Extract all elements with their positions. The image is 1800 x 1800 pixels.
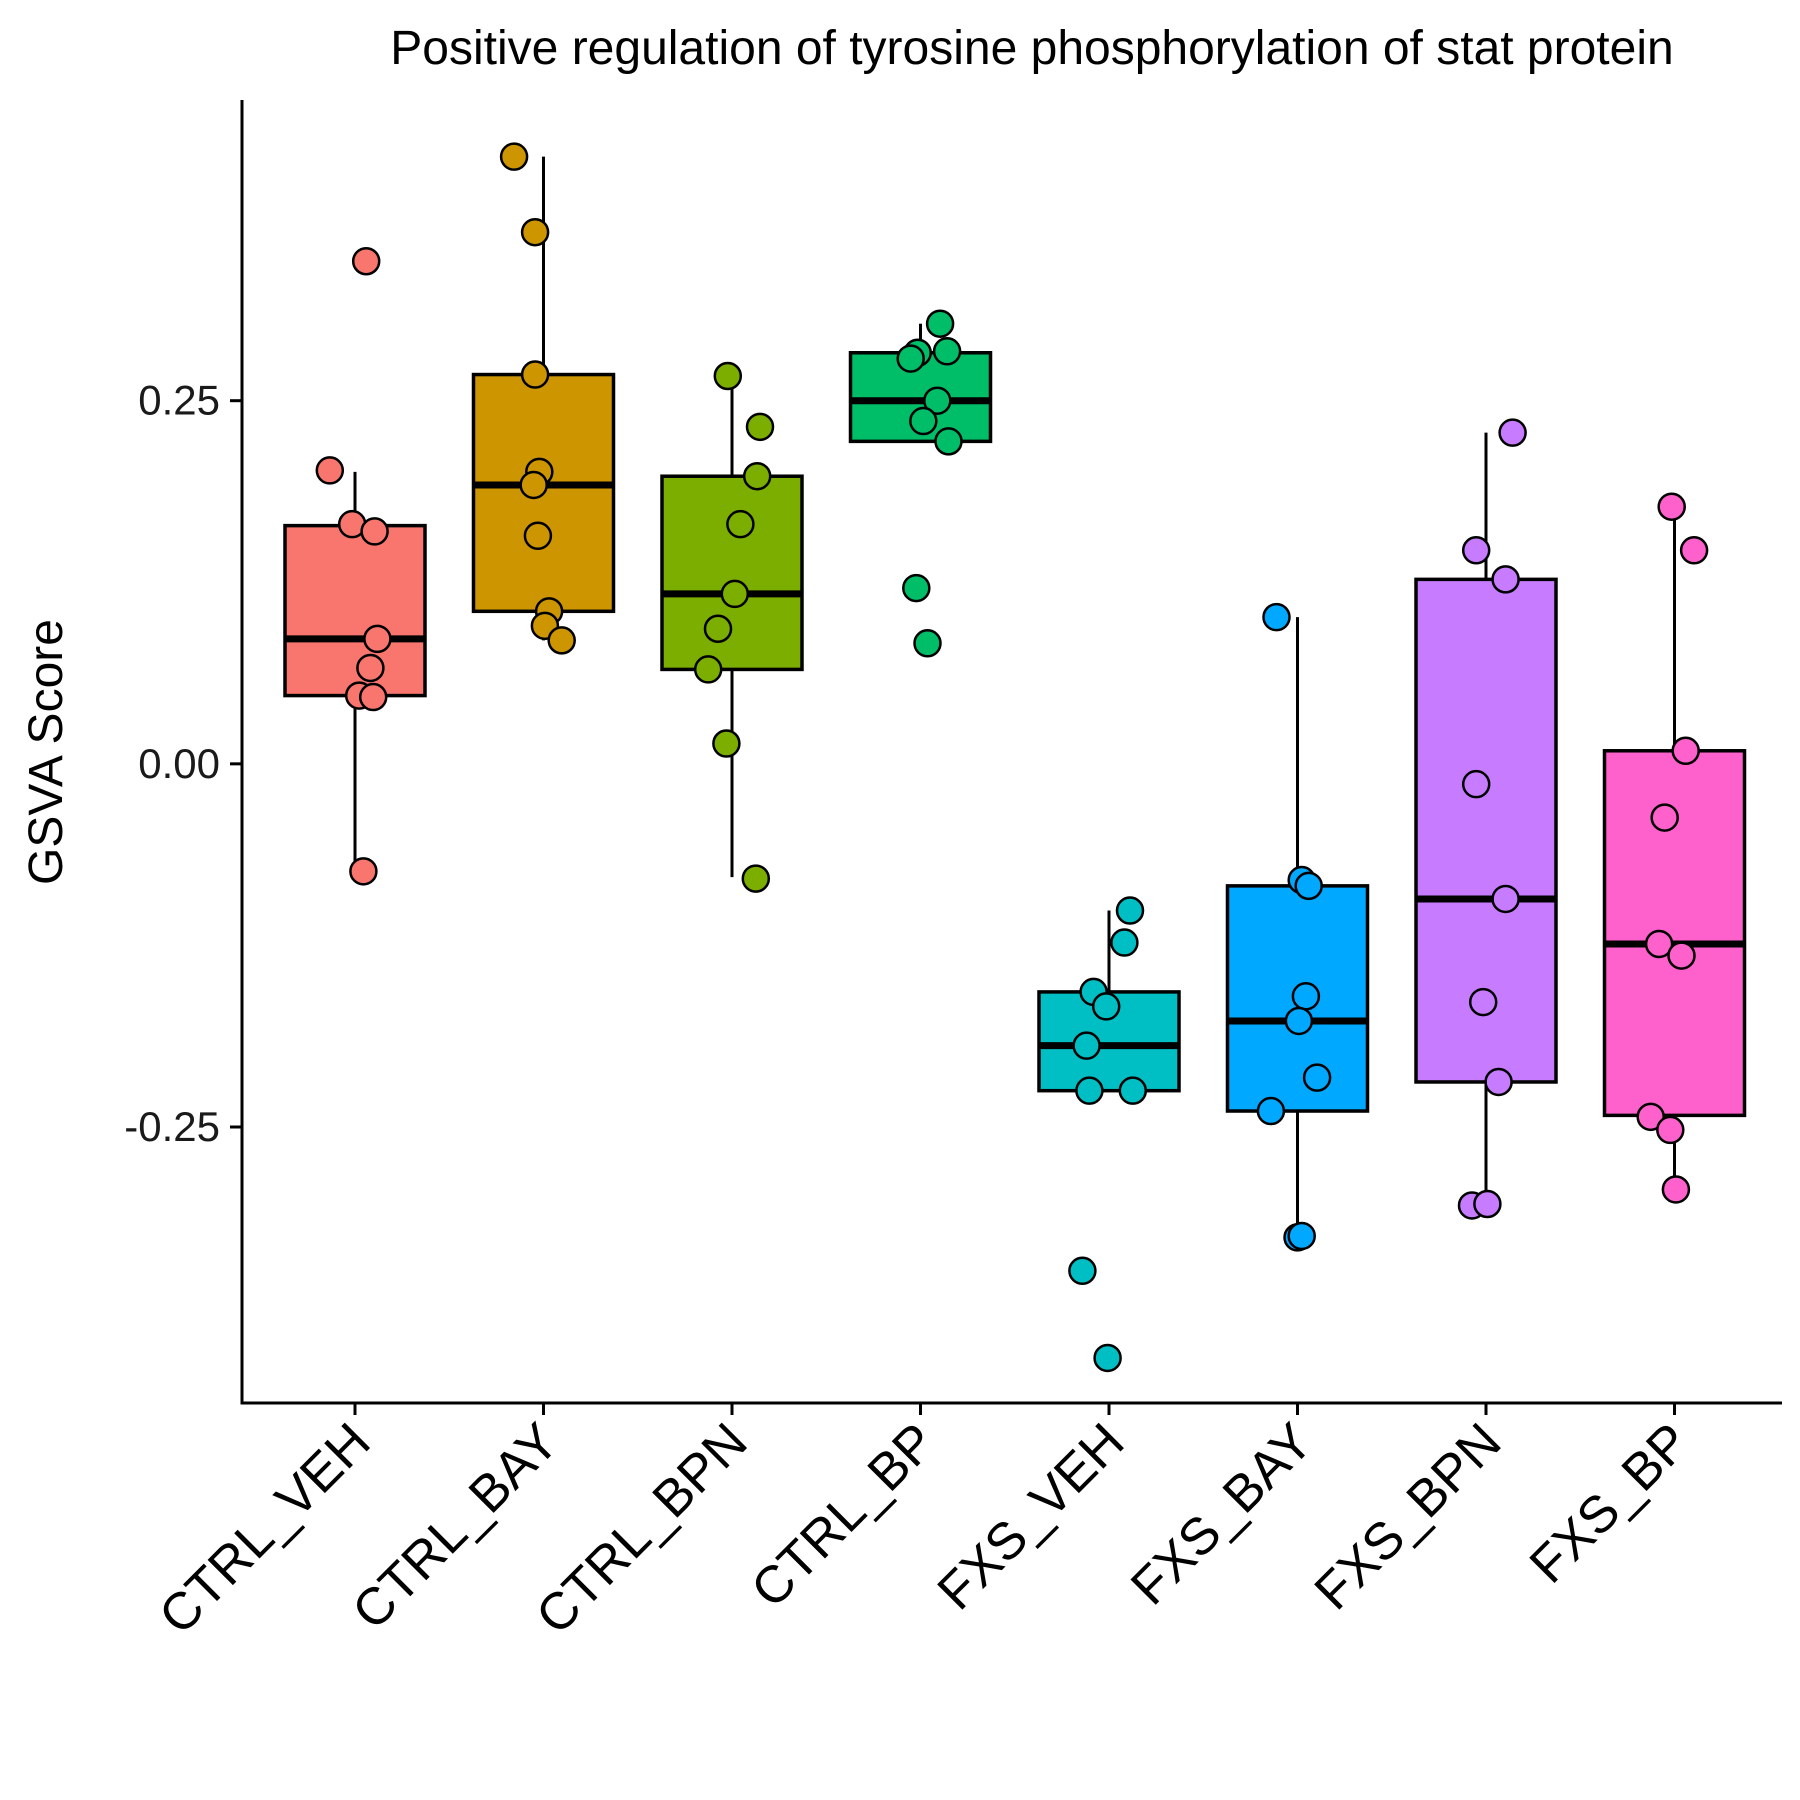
data-point xyxy=(720,579,750,609)
data-point xyxy=(1287,1221,1316,1251)
data-point xyxy=(523,521,553,551)
group-fxs-bp xyxy=(1602,492,1747,1204)
data-point xyxy=(520,217,550,247)
y-tick-label: -0.25 xyxy=(124,1103,220,1150)
data-point xyxy=(745,412,775,442)
data-point xyxy=(1302,1063,1332,1092)
data-point xyxy=(519,470,548,500)
data-point xyxy=(913,629,942,658)
group-ctrl-bay xyxy=(471,142,616,655)
data-point xyxy=(1679,536,1709,565)
data-point xyxy=(1650,803,1679,832)
data-point xyxy=(1671,736,1700,766)
data-point xyxy=(909,406,938,436)
data-point xyxy=(712,729,741,758)
data-point xyxy=(349,857,378,886)
data-point xyxy=(1256,1096,1286,1126)
data-point xyxy=(1667,941,1696,970)
data-point xyxy=(1118,1076,1148,1105)
data-point xyxy=(1072,1031,1101,1060)
chart-title: Positive regulation of tyrosine phosphor… xyxy=(390,22,1673,75)
y-tick-label: 0.25 xyxy=(138,377,220,424)
data-point xyxy=(1294,871,1323,901)
group-fxs-bpn xyxy=(1414,418,1558,1220)
data-point xyxy=(1093,1343,1122,1373)
data-point xyxy=(360,517,389,546)
data-point xyxy=(1491,884,1520,914)
data-point xyxy=(1291,982,1321,1011)
data-point xyxy=(1091,992,1121,1021)
data-point xyxy=(693,655,723,684)
data-point xyxy=(741,864,771,893)
data-point xyxy=(1068,1256,1097,1286)
y-tick-label: 0.00 xyxy=(138,740,220,787)
data-point xyxy=(1473,1189,1502,1219)
data-point xyxy=(713,361,743,391)
group-ctrl-veh xyxy=(283,246,427,886)
data-point xyxy=(1110,928,1139,957)
data-point xyxy=(925,309,955,338)
data-point xyxy=(1461,536,1491,565)
data-point xyxy=(1461,769,1491,799)
group-fxs-veh xyxy=(1037,896,1181,1373)
data-point xyxy=(1115,896,1145,925)
box xyxy=(1602,749,1747,1118)
group-fxs-bay xyxy=(1225,602,1370,1252)
data-point xyxy=(902,573,931,603)
y-axis-label: GSVA Score xyxy=(20,619,73,885)
data-point xyxy=(1484,1067,1513,1097)
data-point xyxy=(934,427,963,456)
data-point xyxy=(356,653,385,683)
plot-area xyxy=(283,142,1747,1373)
data-point xyxy=(315,456,345,485)
data-point xyxy=(1491,565,1520,594)
data-point xyxy=(1284,1006,1314,1036)
box xyxy=(660,474,804,672)
data-point xyxy=(1075,1076,1104,1105)
data-point xyxy=(932,337,962,366)
data-point xyxy=(520,360,550,389)
data-point xyxy=(703,614,733,644)
data-point xyxy=(351,246,381,276)
data-point xyxy=(726,509,755,539)
data-point xyxy=(499,142,529,171)
data-point xyxy=(742,461,772,491)
group-ctrl-bpn xyxy=(660,361,804,893)
data-point xyxy=(358,682,388,712)
data-point xyxy=(547,626,576,655)
data-point xyxy=(1262,602,1291,632)
data-point xyxy=(1468,987,1498,1017)
data-point xyxy=(1644,929,1674,959)
group-ctrl-bp xyxy=(848,309,993,658)
data-point xyxy=(1636,1102,1665,1132)
data-point xyxy=(1657,492,1686,521)
data-point xyxy=(1661,1175,1691,1204)
box xyxy=(283,523,427,698)
data-point xyxy=(1656,1115,1685,1145)
data-point xyxy=(363,624,392,654)
data-point xyxy=(896,344,925,373)
data-point xyxy=(923,386,952,415)
data-point xyxy=(1498,418,1527,447)
